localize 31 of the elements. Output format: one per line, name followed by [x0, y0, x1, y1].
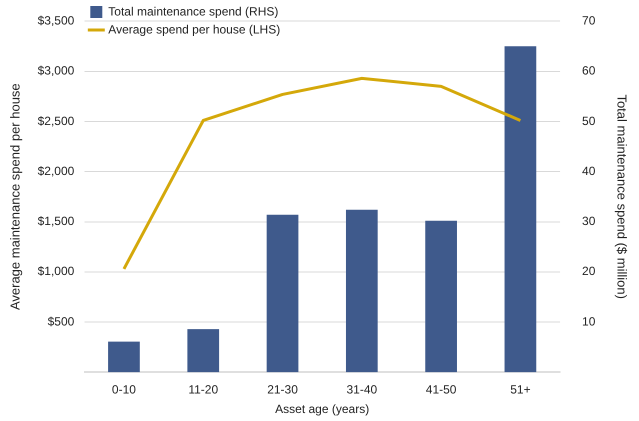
y-tick-label: $1,500 — [38, 214, 75, 228]
y-axis-title: Average maintenance spend per house — [7, 83, 22, 310]
y-tick-label: $3,500 — [38, 14, 75, 28]
y-tick-label: $2,500 — [38, 114, 75, 128]
x-axis-title: Asset age (years) — [275, 402, 370, 416]
x-tick-label: 21-30 — [267, 382, 298, 397]
legend-label: Average spend per house (LHS) — [108, 22, 280, 36]
bar — [346, 210, 378, 372]
y2-tick-label: 50 — [582, 114, 596, 128]
bar — [266, 214, 298, 372]
x-tick-label: 51+ — [510, 382, 531, 397]
y2-axis-title: Total maintenance spend ($ million) — [614, 94, 630, 299]
bar — [425, 220, 457, 372]
y-tick-label: $500 — [48, 314, 75, 328]
x-tick-label: 31-40 — [346, 382, 378, 397]
y-tick-label: $3,000 — [38, 64, 75, 78]
x-tick-label: 11-20 — [188, 382, 218, 397]
y-tick-label: $2,000 — [38, 164, 75, 178]
y-tick-label: $1,000 — [38, 264, 75, 278]
bar — [187, 329, 220, 372]
y2-tick-label: 30 — [582, 214, 596, 228]
y2-tick-label: 20 — [582, 264, 596, 278]
x-tick-label: 0-10 — [112, 382, 136, 397]
y2-tick-label: 70 — [582, 14, 596, 28]
bar — [108, 342, 140, 372]
bar — [504, 46, 536, 372]
x-tick-label: 41-50 — [426, 382, 457, 397]
legend-label: Total maintenance spend (RHS) — [108, 4, 278, 18]
y2-tick-label: 60 — [582, 64, 596, 78]
y2-tick-label: 10 — [582, 314, 596, 328]
y2-tick-label: 40 — [582, 164, 596, 178]
